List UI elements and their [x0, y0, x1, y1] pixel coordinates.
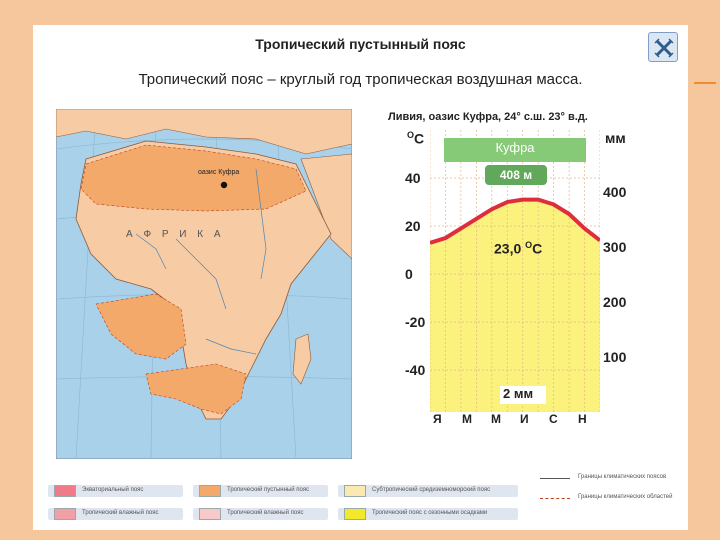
month-label: С	[549, 412, 558, 426]
right-axis-tick: 400	[603, 184, 627, 200]
legend-label-tropical-humid: Тропический влажный пояс	[82, 510, 159, 516]
climate-chart	[430, 130, 600, 412]
close-button[interactable]	[648, 32, 678, 62]
left-axis-tick: -20	[405, 314, 426, 330]
legend-swatch-tropical-humid-2	[199, 508, 221, 520]
month-label: Я	[433, 412, 442, 426]
station-box	[444, 138, 586, 162]
legend-line-belt	[540, 478, 570, 479]
legend-swatch-subtropical	[344, 485, 366, 497]
right-unit: мм	[605, 130, 626, 146]
month-label: М	[491, 412, 501, 426]
close-icon	[654, 38, 674, 58]
month-label: М	[462, 412, 472, 426]
left-unit: ОС	[407, 130, 425, 147]
precip-total: 2 мм	[503, 386, 534, 401]
month-label: Н	[578, 412, 587, 426]
avg-temp: 23,0 ОС	[494, 240, 543, 257]
legend-swatch-desert	[199, 485, 221, 497]
legend-label-equatorial: Экваториальный пояс	[82, 487, 144, 493]
legend-label-desert: Тропический пустынный пояс	[227, 487, 310, 493]
right-axis-tick: 100	[603, 349, 627, 365]
map-svg	[56, 109, 352, 459]
legend-label-tropical-humid-2: Тропический влажный пояс	[227, 510, 304, 516]
right-axis-tick: 300	[603, 239, 627, 255]
slide-title: Тропический пустынный пояс	[255, 36, 466, 52]
oasis-label: оазис Куфра	[198, 169, 240, 176]
africa-map: оазис Куфра А Ф Р И К А	[56, 109, 352, 459]
continent-label: А Ф Р И К А	[126, 229, 225, 240]
altitude-box	[485, 165, 547, 185]
chart-heading: Ливия, оазис Куфра, 24° с.ш. 23° в.д.	[388, 111, 588, 123]
temperature-line	[430, 197, 600, 245]
decorative-line	[694, 82, 716, 84]
legend-label-seasonal: Тропический пояс с сезонными осадками	[372, 510, 488, 516]
left-axis-tick: -40	[405, 362, 426, 378]
legend-line-belt-label: Границы климатических поясов	[578, 474, 667, 480]
slide-subtitle: Тропический пояс – круглый год тропическ…	[138, 71, 583, 88]
left-axis-tick: 0	[405, 266, 413, 282]
legend-swatch-equatorial	[54, 485, 76, 497]
legend-line-area	[540, 498, 570, 499]
station-name: Куфра	[495, 140, 535, 155]
altitude-label: 408 м	[499, 168, 533, 182]
legend-swatch-tropical-humid	[54, 508, 76, 520]
month-label: И	[520, 412, 529, 426]
left-axis-tick: 20	[405, 218, 421, 234]
legend-label-subtropical: Субтропический средиземноморский пояс	[372, 487, 491, 493]
precip-box	[500, 386, 546, 404]
right-axis-tick: 200	[603, 294, 627, 310]
left-axis-tick: 40	[405, 170, 421, 186]
legend-swatch-seasonal	[344, 508, 366, 520]
oasis-marker	[220, 181, 228, 189]
legend-line-area-label: Границы климатических областей	[578, 494, 673, 500]
